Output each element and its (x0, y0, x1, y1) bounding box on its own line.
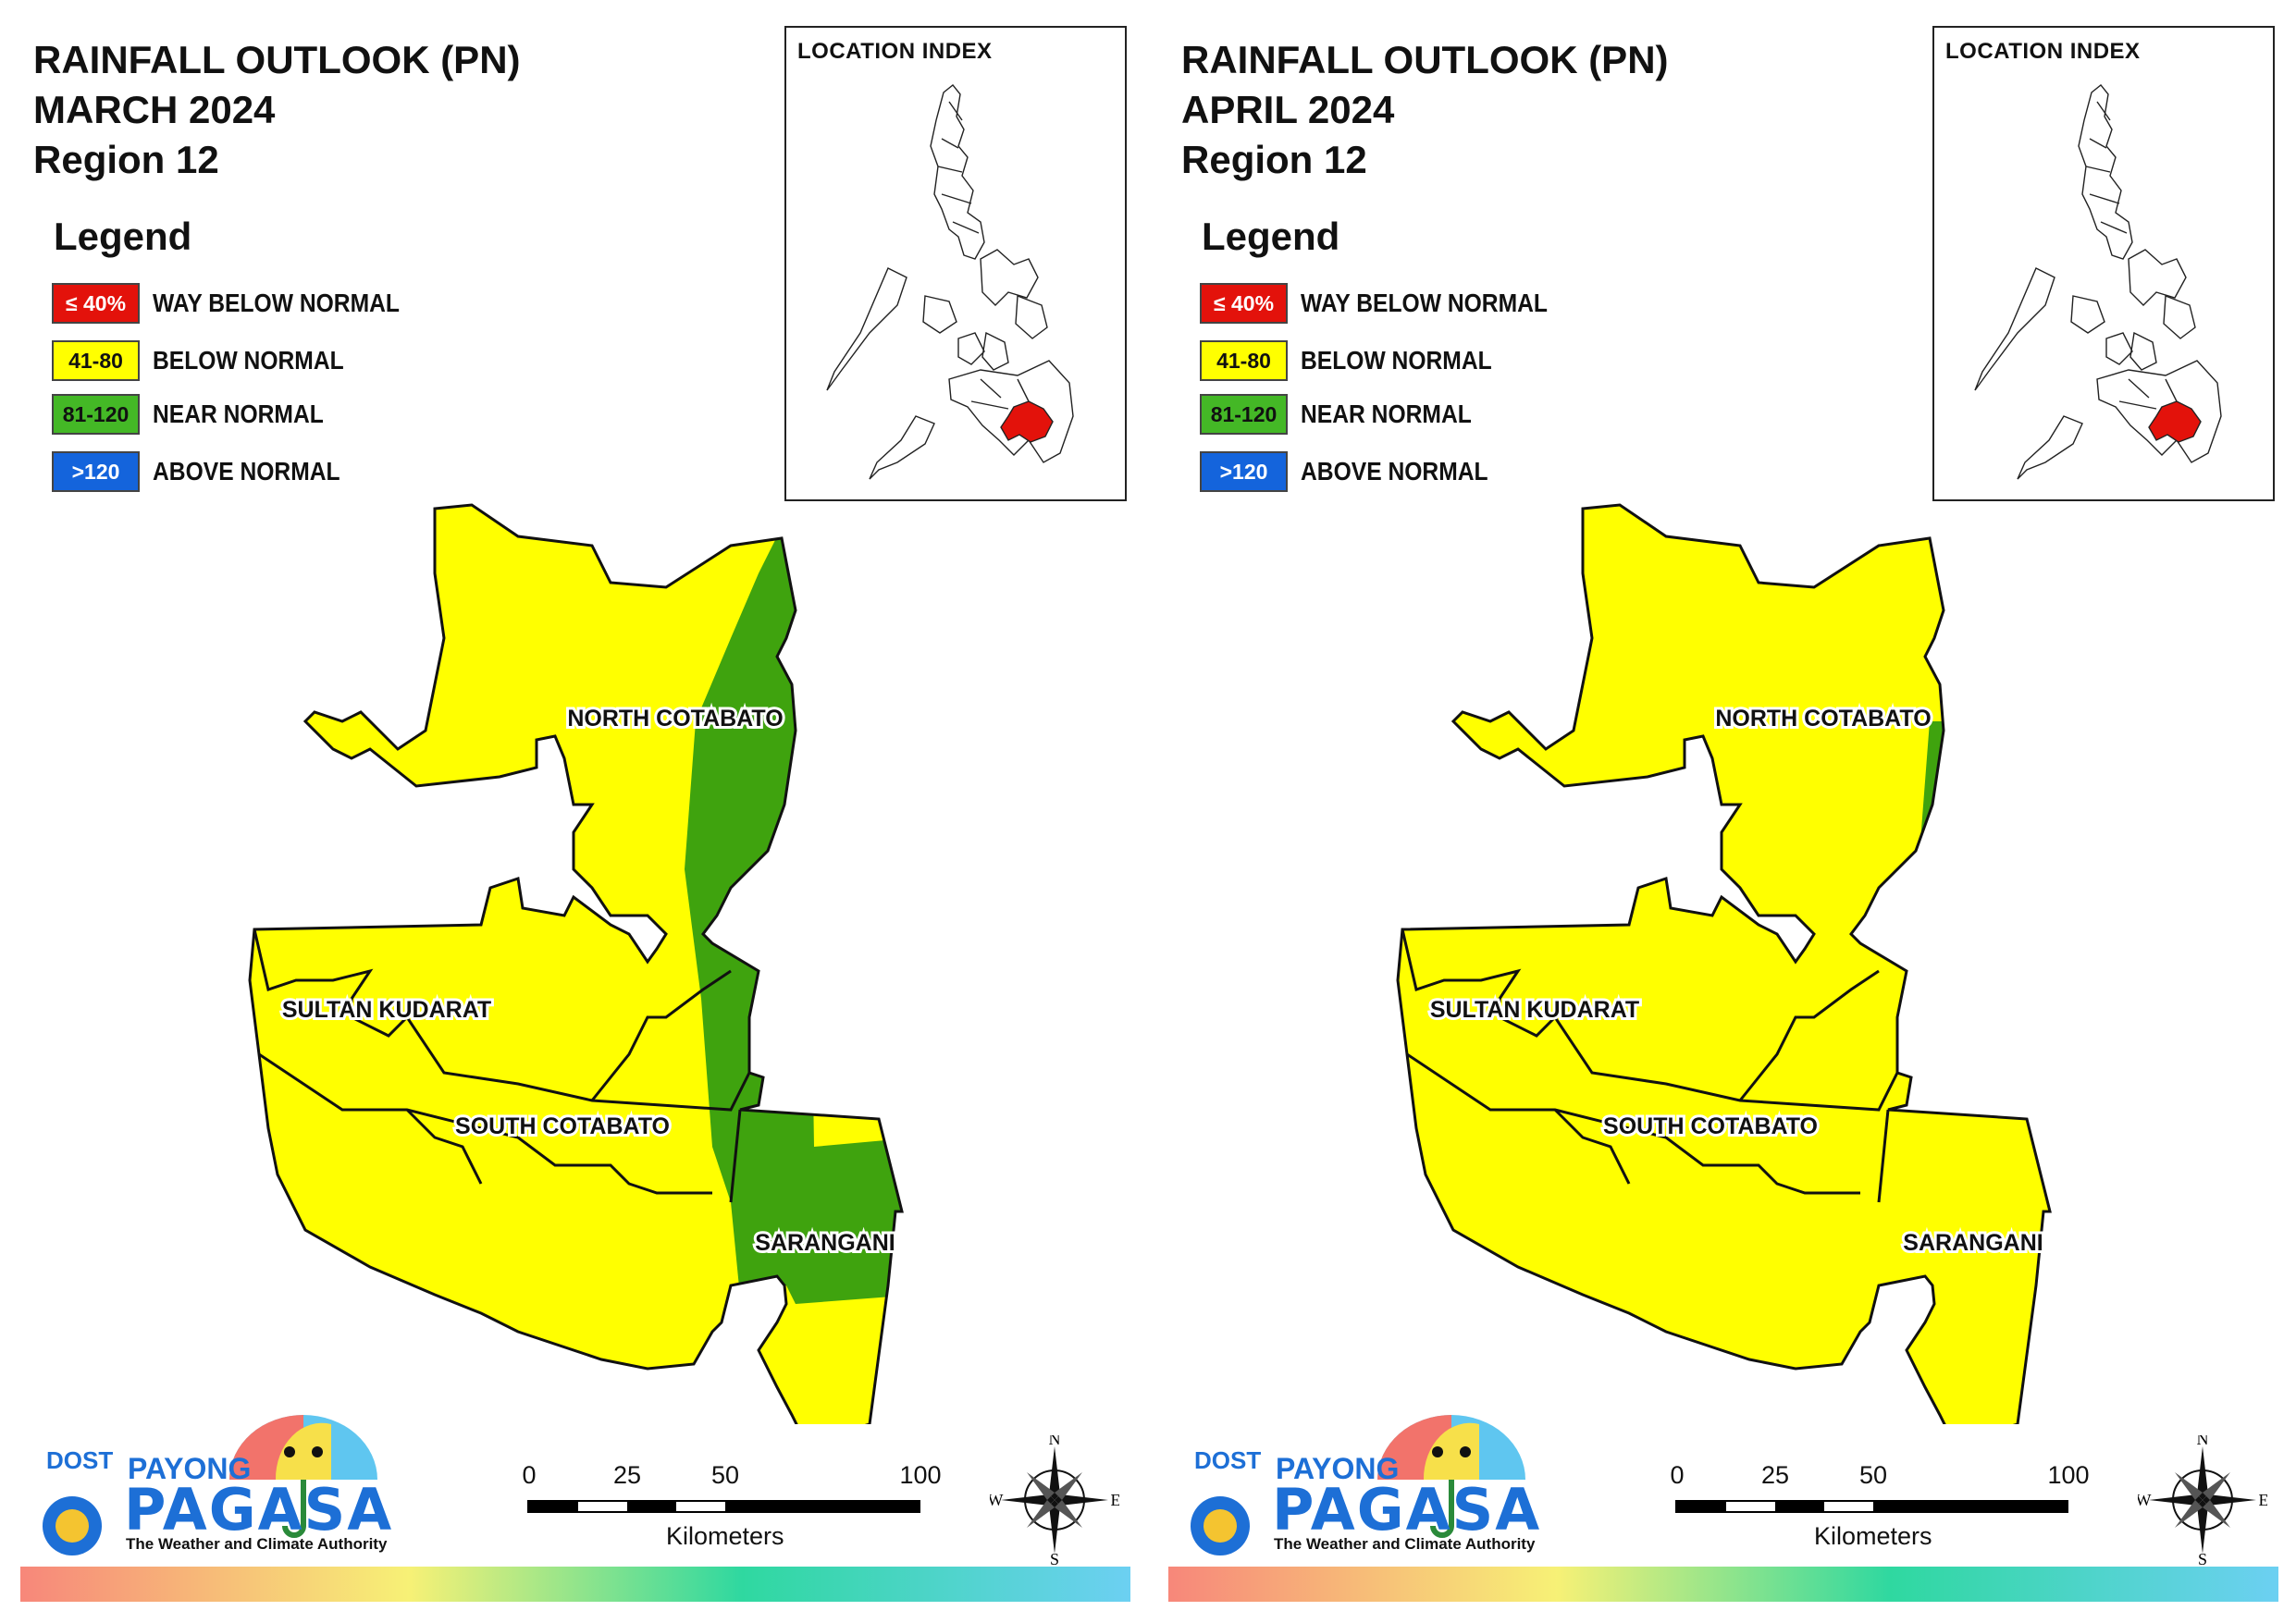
legend-row-above: >120 ABOVE NORMAL (1200, 451, 1513, 492)
legend-swatch: ≤ 40% (52, 283, 140, 324)
payong-pagasa-logo: DOST PAYONG PAGASA The Weather and Clima… (35, 1387, 391, 1572)
title-line-3: Region 12 (1181, 138, 1367, 181)
scale-label: 25 (1760, 1461, 1790, 1489)
footer-gradient-bar (1168, 1567, 2278, 1602)
location-index-title: LOCATION INDEX (797, 39, 993, 64)
legend-swatch: 41-80 (52, 340, 140, 381)
legend-swatch: 41-80 (1200, 340, 1288, 381)
map-title: RAINFALL OUTLOOK (PN) APRIL 2024 Region … (1181, 35, 1669, 185)
scale-label: 50 (710, 1461, 740, 1489)
scale-label: 50 (1858, 1461, 1888, 1489)
philippines-outline (826, 84, 1074, 480)
region-12-map: NORTH COTABATO SULTAN KUDARAT SOUTH COTA… (1396, 503, 2052, 1424)
logo-tagline: The Weather and Climate Authority (126, 1535, 388, 1553)
legend-label: WAY BELOW NORMAL (1301, 289, 1548, 317)
scale-label: 25 (612, 1461, 642, 1489)
legend-label: WAY BELOW NORMAL (153, 289, 400, 317)
title-line-1: RAINFALL OUTLOOK (PN) (33, 38, 521, 81)
svg-text:S: S (1050, 1550, 1059, 1565)
outlook-panel-april: RAINFALL OUTLOOK (PN) APRIL 2024 Region … (1148, 0, 2296, 1623)
svg-text:W: W (990, 1491, 1004, 1509)
scale-label: 0 (1670, 1461, 1685, 1489)
legend-swatch: >120 (52, 451, 140, 492)
legend-swatch: ≤ 40% (1200, 283, 1288, 324)
label-north-cotabato: NORTH COTABATO (1715, 706, 1931, 732)
label-sarangani: SARANGANI (755, 1230, 895, 1256)
title-line-3: Region 12 (33, 138, 219, 181)
label-north-cotabato: NORTH COTABATO (567, 706, 783, 732)
title-line-2: MARCH 2024 (33, 88, 276, 131)
location-index-title: LOCATION INDEX (1945, 39, 2141, 64)
scale-bar: 0 25 50 100 Kilometers (1670, 1461, 2089, 1563)
logo-tagline: The Weather and Climate Authority (1274, 1535, 1536, 1553)
label-sultan-kudarat: SULTAN KUDARAT (1430, 997, 1639, 1023)
legend-swatch: 81-120 (52, 394, 140, 435)
label-south-cotabato: SOUTH COTABATO (455, 1113, 670, 1139)
scale-bar-graphic (1675, 1500, 2068, 1513)
region-12-highlight (1000, 400, 1054, 443)
scale-bar: 0 25 50 100 Kilometers (522, 1461, 941, 1563)
legend-row-way-below: ≤ 40% WAY BELOW NORMAL (52, 283, 433, 324)
svg-text:N: N (2197, 1435, 2209, 1448)
scale-label: 0 (522, 1461, 537, 1489)
map-title: RAINFALL OUTLOOK (PN) MARCH 2024 Region … (33, 35, 521, 185)
legend-row-near: 81-120 NEAR NORMAL (52, 394, 347, 435)
legend-label: ABOVE NORMAL (153, 457, 340, 486)
legend-title: Legend (54, 215, 192, 258)
umbrella-icon (43, 1415, 377, 1555)
legend-label: NEAR NORMAL (1301, 400, 1472, 428)
legend-row-below: 41-80 BELOW NORMAL (52, 340, 370, 381)
svg-text:W: W (2138, 1491, 2152, 1509)
legend-row-below: 41-80 BELOW NORMAL (1200, 340, 1518, 381)
payong-pagasa-logo: DOST PAYONG PAGASA The Weather and Clima… (1183, 1387, 1539, 1572)
title-line-1: RAINFALL OUTLOOK (PN) (1181, 38, 1669, 81)
legend-swatch: 81-120 (1200, 394, 1288, 435)
logo-pagasa: PAGASA (1272, 1476, 1542, 1543)
logo-payong: PAYONG (1276, 1452, 1400, 1485)
legend-row-near: 81-120 NEAR NORMAL (1200, 394, 1495, 435)
legend-row-way-below: ≤ 40% WAY BELOW NORMAL (1200, 283, 1581, 324)
legend-swatch: >120 (1200, 451, 1288, 492)
philippines-outline (1974, 84, 2222, 480)
outlook-panel-march: RAINFALL OUTLOOK (PN) MARCH 2024 Region … (20, 26, 1130, 1602)
legend-row-above: >120 ABOVE NORMAL (52, 451, 365, 492)
svg-text:N: N (1049, 1435, 1061, 1448)
logo-dost: DOST (46, 1446, 114, 1474)
region-12-map: NORTH COTABATO SULTAN KUDARAT SOUTH COTA… (248, 503, 904, 1424)
svg-text:E: E (1111, 1491, 1120, 1509)
scale-label: 100 (899, 1461, 942, 1489)
label-sultan-kudarat: SULTAN KUDARAT (282, 997, 491, 1023)
scale-label: 100 (2047, 1461, 2090, 1489)
scale-unit: Kilometers (1814, 1522, 1932, 1550)
scale-bar-graphic (527, 1500, 920, 1513)
title-line-2: APRIL 2024 (1181, 88, 1395, 131)
region-fill (1398, 505, 2050, 1424)
label-south-cotabato: SOUTH COTABATO (1603, 1113, 1818, 1139)
svg-text:S: S (2198, 1550, 2207, 1565)
region-12-highlight (2148, 400, 2202, 443)
legend-label: ABOVE NORMAL (1301, 457, 1488, 486)
logo-dost: DOST (1194, 1446, 1262, 1474)
umbrella-icon (1191, 1415, 1525, 1555)
legend-label: BELOW NORMAL (1301, 346, 1492, 375)
legend-label: BELOW NORMAL (153, 346, 344, 375)
compass-rose-icon: N S E W (990, 1435, 1119, 1565)
logo-payong: PAYONG (128, 1452, 252, 1485)
location-index-map: LOCATION INDEX (784, 26, 1127, 501)
legend-label: NEAR NORMAL (153, 400, 324, 428)
logo-pagasa: PAGASA (124, 1476, 394, 1543)
svg-text:E: E (2259, 1491, 2268, 1509)
location-index-map: LOCATION INDEX (1932, 26, 2275, 501)
legend-title: Legend (1202, 215, 1340, 258)
scale-unit: Kilometers (666, 1522, 784, 1550)
footer-gradient-bar (20, 1567, 1130, 1602)
label-sarangani: SARANGANI (1903, 1230, 2043, 1256)
compass-rose-icon: N S E W (2138, 1435, 2267, 1565)
